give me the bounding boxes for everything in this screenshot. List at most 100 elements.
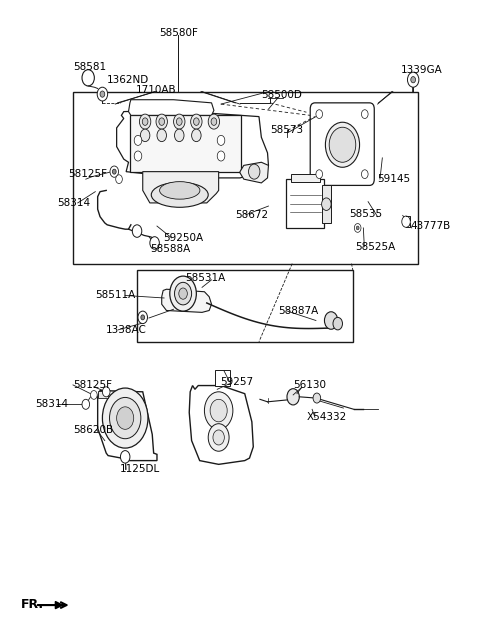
Text: 58535: 58535 xyxy=(349,209,382,218)
Circle shape xyxy=(150,237,159,249)
Text: 58581: 58581 xyxy=(73,62,106,72)
Polygon shape xyxy=(117,110,268,178)
Circle shape xyxy=(82,69,95,86)
Text: 59250A: 59250A xyxy=(163,233,203,243)
Circle shape xyxy=(142,118,148,126)
Text: 1125DL: 1125DL xyxy=(120,464,160,475)
Circle shape xyxy=(213,430,224,445)
Circle shape xyxy=(134,151,142,161)
Text: 58620B: 58620B xyxy=(73,425,113,435)
Circle shape xyxy=(402,216,410,227)
Circle shape xyxy=(329,127,356,162)
Text: 59145: 59145 xyxy=(378,174,411,184)
Circle shape xyxy=(193,118,199,126)
Circle shape xyxy=(139,114,151,129)
Circle shape xyxy=(132,225,142,237)
Circle shape xyxy=(177,118,182,126)
Circle shape xyxy=(174,114,185,129)
Circle shape xyxy=(191,114,202,129)
Circle shape xyxy=(102,387,110,397)
FancyBboxPatch shape xyxy=(310,103,374,186)
Circle shape xyxy=(313,393,321,403)
Text: 58573: 58573 xyxy=(270,126,303,136)
Circle shape xyxy=(138,311,147,324)
Text: X54332: X54332 xyxy=(306,413,347,422)
Text: 58588A: 58588A xyxy=(150,244,190,254)
Circle shape xyxy=(208,423,229,451)
Circle shape xyxy=(140,129,150,141)
Circle shape xyxy=(316,170,323,179)
Circle shape xyxy=(102,388,148,448)
Circle shape xyxy=(117,407,134,429)
Circle shape xyxy=(204,392,233,429)
Circle shape xyxy=(157,129,167,141)
Circle shape xyxy=(82,399,90,410)
Circle shape xyxy=(120,451,130,463)
Circle shape xyxy=(210,399,227,422)
Bar xyxy=(73,91,418,264)
Circle shape xyxy=(361,110,368,119)
Circle shape xyxy=(356,226,359,230)
Circle shape xyxy=(134,136,142,145)
Circle shape xyxy=(287,389,300,405)
Circle shape xyxy=(208,114,219,129)
Circle shape xyxy=(109,398,141,439)
Circle shape xyxy=(175,129,184,141)
Circle shape xyxy=(192,129,201,141)
Circle shape xyxy=(100,91,105,97)
Circle shape xyxy=(324,312,338,329)
Circle shape xyxy=(91,391,97,399)
Polygon shape xyxy=(162,289,212,312)
Circle shape xyxy=(141,315,144,320)
Circle shape xyxy=(316,110,323,119)
Polygon shape xyxy=(189,386,253,464)
Text: 1362ND: 1362ND xyxy=(107,75,149,85)
Text: 58511A: 58511A xyxy=(96,290,135,300)
Polygon shape xyxy=(143,172,219,203)
Circle shape xyxy=(159,118,165,126)
Polygon shape xyxy=(129,100,214,115)
Circle shape xyxy=(156,114,168,129)
Circle shape xyxy=(97,87,108,101)
Polygon shape xyxy=(240,162,268,183)
Circle shape xyxy=(170,276,196,311)
Circle shape xyxy=(249,164,260,179)
Bar xyxy=(216,370,229,386)
Bar xyxy=(291,174,320,182)
Text: 56130: 56130 xyxy=(293,380,326,390)
Circle shape xyxy=(217,151,225,161)
Text: 1338AC: 1338AC xyxy=(106,325,147,335)
Circle shape xyxy=(411,76,416,83)
Text: 59257: 59257 xyxy=(220,377,253,387)
Circle shape xyxy=(325,122,360,167)
Text: 58125F: 58125F xyxy=(68,169,107,179)
Bar xyxy=(287,179,324,228)
Polygon shape xyxy=(97,391,157,461)
Circle shape xyxy=(408,72,419,87)
Text: 1710AB: 1710AB xyxy=(136,85,176,95)
Text: 58314: 58314 xyxy=(57,198,90,208)
Text: 58314: 58314 xyxy=(35,399,68,410)
Circle shape xyxy=(179,288,187,299)
Circle shape xyxy=(112,169,116,174)
Bar xyxy=(130,115,241,172)
Circle shape xyxy=(211,118,217,126)
Circle shape xyxy=(354,223,361,232)
Circle shape xyxy=(175,282,192,305)
Text: 58531A: 58531A xyxy=(185,273,226,283)
Text: 58500D: 58500D xyxy=(261,90,302,100)
Text: 58125F: 58125F xyxy=(73,380,112,390)
Text: FR.: FR. xyxy=(21,598,44,611)
Circle shape xyxy=(361,170,368,179)
Text: 58887A: 58887A xyxy=(278,306,318,316)
Text: 1339GA: 1339GA xyxy=(400,66,442,75)
Circle shape xyxy=(333,317,342,330)
Ellipse shape xyxy=(151,182,208,208)
Text: 58672: 58672 xyxy=(235,209,268,220)
Circle shape xyxy=(110,166,119,177)
Text: 43777B: 43777B xyxy=(411,221,451,231)
Circle shape xyxy=(217,136,225,145)
Circle shape xyxy=(116,175,122,184)
Bar xyxy=(137,271,353,342)
Text: 58580F: 58580F xyxy=(159,28,198,38)
